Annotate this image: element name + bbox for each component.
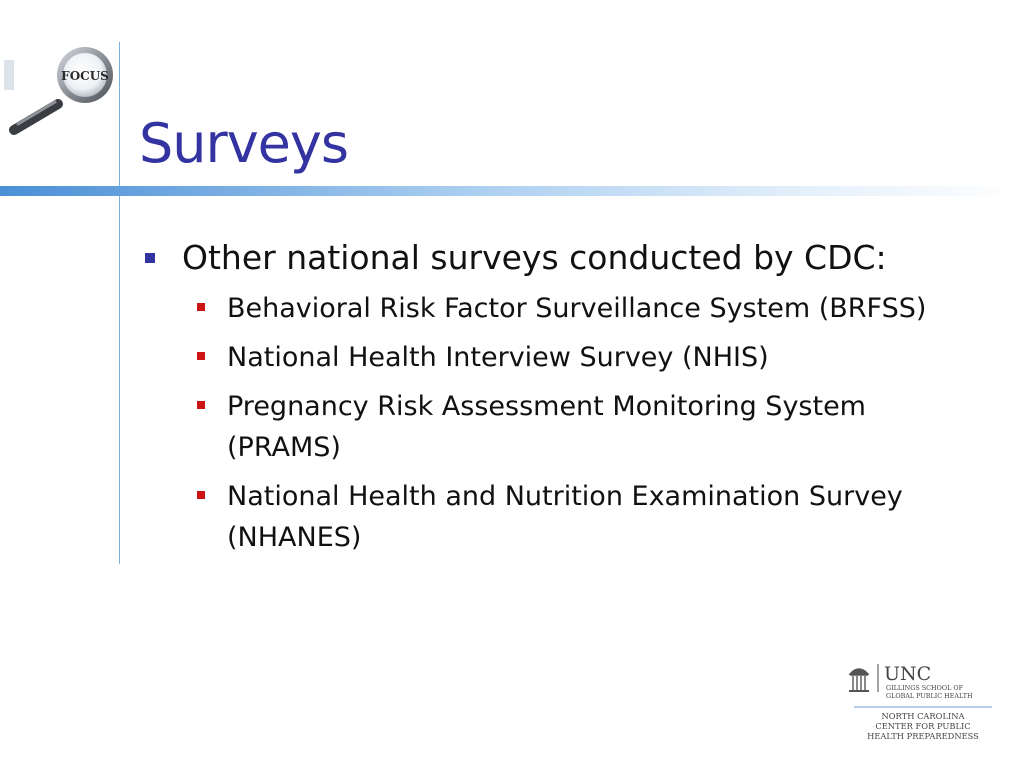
- sub-bullet-list: Behavioral Risk Factor Surveillance Syst…: [145, 288, 1005, 558]
- sub-bullet-text: National Health Interview Survey (NHIS): [227, 342, 769, 373]
- sub-bullet-text: National Health and Nutrition Examinatio…: [227, 481, 903, 553]
- vertical-divider: [119, 42, 120, 564]
- bullet-item: Other national surveys conducted by CDC:: [145, 236, 1005, 280]
- sub-bullet-text: Behavioral Risk Factor Surveillance Syst…: [227, 293, 927, 324]
- sub-bullet-item: Pregnancy Risk Assessment Monitoring Sys…: [145, 386, 987, 468]
- sub-bullet-marker: [197, 401, 205, 409]
- center-name-line2: CENTER FOR PUBLIC: [875, 721, 970, 731]
- bullet-marker: [145, 253, 155, 263]
- old-well-icon: [848, 668, 870, 692]
- sub-bullet-item: National Health and Nutrition Examinatio…: [145, 476, 987, 558]
- title-rule: [0, 186, 1024, 196]
- school-name-line2: GLOBAL PUBLIC HEALTH: [886, 692, 973, 700]
- slide-title: Surveys: [139, 112, 349, 175]
- sub-bullet-item: Behavioral Risk Factor Surveillance Syst…: [145, 288, 987, 329]
- center-name-line3: HEALTH PREPAREDNESS: [867, 731, 979, 741]
- focus-logo-text: FOCUS: [61, 69, 109, 83]
- school-name-line1: GILLINGS SCHOOL OF: [886, 684, 964, 692]
- unc-logo: UNC GILLINGS SCHOOL OF GLOBAL PUBLIC HEA…: [848, 663, 992, 741]
- unc-wordmark: UNC: [884, 663, 931, 685]
- sub-bullet-item: National Health Interview Survey (NHIS): [145, 337, 987, 378]
- center-name-line1: NORTH CAROLINA: [882, 711, 966, 721]
- sub-bullet-marker: [197, 303, 205, 311]
- sub-bullet-marker: [197, 352, 205, 360]
- bullet-text: Other national surveys conducted by CDC:: [182, 238, 887, 277]
- magnifying-glass-icon: FOCUS: [4, 47, 113, 135]
- slide-content: Other national surveys conducted by CDC:…: [145, 236, 1005, 566]
- sub-bullet-text: Pregnancy Risk Assessment Monitoring Sys…: [227, 391, 866, 463]
- sub-bullet-marker: [197, 491, 205, 499]
